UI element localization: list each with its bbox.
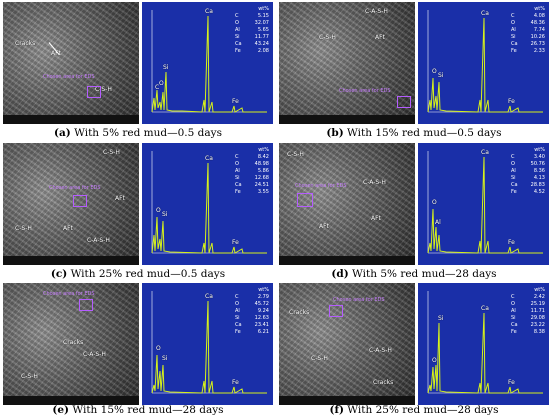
- sem-label: AFt: [63, 225, 73, 232]
- caption-c: (c) With 25% red mud—0.5 days: [50, 268, 226, 280]
- selection-label: Chosen area for EDS: [333, 297, 385, 303]
- peak-label: Fe: [232, 239, 239, 246]
- sem-label: C-S-H: [319, 34, 336, 41]
- peak-label: O: [432, 357, 437, 364]
- peak-label: Ca: [205, 8, 213, 15]
- sem-label: AFt: [319, 223, 329, 230]
- peak-label: Ca: [481, 10, 489, 17]
- caption-f: (f) With 25% red mud—28 days: [329, 404, 499, 416]
- panel-d: C-S-H C-A-S-H AFt AFt Chosen area for ED…: [279, 143, 549, 265]
- caption-e: (e) With 15% red mud—28 days: [52, 404, 224, 416]
- sem-label: C-A-S-H: [363, 179, 386, 186]
- peak-label: Si: [438, 72, 444, 79]
- spectrum-plot: [427, 151, 543, 254]
- sem-image: C-S-H C-A-S-H AFt AFt Chosen area for ED…: [279, 143, 415, 265]
- panel-c: C-S-H AFt C-S-H AFt C-A-S-H Chosen area …: [3, 143, 273, 265]
- peak-label: Si: [163, 64, 169, 71]
- sem-label: AFt: [51, 50, 61, 57]
- peak-label: O: [156, 345, 161, 352]
- panel-a: Cracks AFt C-S-H Chosen area for EDS C O…: [3, 2, 273, 124]
- eds-selection-box: [87, 86, 101, 98]
- sem-label: C-S-H: [21, 373, 38, 380]
- sem-label: C-S-H: [95, 86, 112, 93]
- peak-label: Fe: [232, 98, 239, 105]
- eds-selection-box: [79, 299, 93, 311]
- sem-label: C-A-S-H: [369, 347, 392, 354]
- selection-label: Chosen area for EDS: [43, 291, 95, 297]
- peak-label: Si: [162, 355, 168, 362]
- peak-label: Fe: [508, 239, 515, 246]
- peak-label: Fe: [508, 379, 515, 386]
- spectrum-plot: [151, 151, 267, 254]
- sem-label: Cracks: [63, 339, 84, 346]
- sem-label: Cracks: [289, 309, 310, 316]
- peak-label: Ca: [481, 149, 489, 156]
- sem-label: AFt: [115, 195, 125, 202]
- sem-label: C-A-S-H: [365, 8, 388, 15]
- selection-label: Chosen area for EDS: [49, 185, 101, 191]
- composition-table: wt% C 8.42 O 48.98 Al 5.86 Si 12.68 Ca 24.51 …: [235, 147, 269, 195]
- sem-label: C-S-H: [15, 225, 32, 232]
- peak-label: O: [159, 80, 164, 87]
- sem-label: AFt: [375, 34, 385, 41]
- sem-image: Cracks C-S-H C-A-S-H Cracks Chosen area …: [279, 283, 415, 405]
- spectrum-plot: [151, 10, 267, 113]
- composition-table: wt% C 3.40 O 50.76 Al 8.36 Si 4.13 Ca 28.83 F…: [511, 147, 545, 195]
- sem-label: Cracks: [373, 379, 394, 386]
- peak-label: Fe: [232, 379, 239, 386]
- eds-spectrum: O Si Ca Fe wt% C 4.08 O 48.36 Al 7.74 Si 10.…: [418, 2, 549, 124]
- spectrum-plot: [427, 291, 543, 394]
- panel-b: C-A-S-H C-S-H AFt Chosen area for EDS O …: [279, 2, 549, 124]
- sem-label: C-S-H: [287, 151, 304, 158]
- spectrum-plot: [427, 10, 543, 113]
- composition-table: wt% C 2.42 O 25.19 Al 11.71 Si 29.08 Ca 23.22…: [511, 287, 545, 335]
- eds-selection-box: [329, 305, 343, 317]
- peak-label: Si: [438, 315, 444, 322]
- panel-e: Cracks C-A-S-H C-S-H Chosen area for EDS…: [3, 283, 273, 405]
- peak-label: Ca: [205, 155, 213, 162]
- eds-selection-box: [73, 195, 87, 207]
- eds-selection-box: [297, 193, 313, 207]
- peak-label: Fe: [508, 98, 515, 105]
- composition-table: wt% C 4.08 O 48.36 Al 7.74 Si 10.26 Ca 26.73 …: [511, 6, 545, 54]
- panel-f: Cracks C-S-H C-A-S-H Cracks Chosen area …: [279, 283, 549, 405]
- eds-spectrum: C O Si Ca Fe wt% C 5.15 O 32.07 Al 5.65 Si 1…: [142, 2, 273, 124]
- selection-label: Chosen area for EDS: [295, 183, 347, 189]
- peak-label: Al: [435, 219, 441, 226]
- selection-label: Chosen area for EDS: [339, 88, 391, 94]
- sem-image: Cracks AFt C-S-H Chosen area for EDS: [3, 2, 139, 124]
- peak-label: O: [432, 199, 437, 206]
- sem-label: AFt: [371, 215, 381, 222]
- eds-spectrum: O Al Ca Fe wt% C 3.40 O 50.76 Al 8.36 Si 4.1…: [418, 143, 549, 265]
- peak-label: O: [156, 207, 161, 214]
- eds-selection-box: [397, 96, 411, 108]
- eds-spectrum: O Si Ca Fe wt% C 2.79 O 45.72 Al 9.24 Si 12.…: [142, 283, 273, 405]
- composition-table: wt% C 5.15 O 32.07 Al 5.65 Si 11.77 Ca 43.24 …: [235, 6, 269, 54]
- peak-label: Si: [162, 211, 168, 218]
- sem-label: C-A-S-H: [87, 237, 110, 244]
- peak-label: C: [155, 84, 160, 91]
- peak-label: O: [432, 68, 437, 75]
- sem-image: Cracks C-A-S-H C-S-H Chosen area for EDS: [3, 283, 139, 405]
- peak-label: Ca: [205, 293, 213, 300]
- sem-image: C-A-S-H C-S-H AFt Chosen area for EDS: [279, 2, 415, 124]
- composition-table: wt% C 2.79 O 45.72 Al 9.24 Si 12.63 Ca 23.41 …: [235, 287, 269, 335]
- eds-spectrum: O Si Ca Fe wt% C 2.42 O 25.19 Al 11.71 Si 29…: [418, 283, 549, 405]
- sem-image: C-S-H AFt C-S-H AFt C-A-S-H Chosen area …: [3, 143, 139, 265]
- caption-b: (b) With 15% red mud—0.5 days: [326, 127, 502, 139]
- peak-label: Ca: [481, 305, 489, 312]
- sem-label: C-S-H: [311, 355, 328, 362]
- sem-label: Cracks: [15, 40, 36, 47]
- sem-label: C-S-H: [103, 149, 120, 156]
- eds-spectrum: O Si Ca Fe wt% C 8.42 O 48.98 Al 5.86 Si 12.…: [142, 143, 273, 265]
- caption-a: (a) With 5% red mud—0.5 days: [54, 127, 222, 139]
- spectrum-plot: [151, 291, 267, 394]
- selection-label: Chosen area for EDS: [43, 74, 95, 80]
- caption-d: (d) With 5% red mud—28 days: [331, 268, 497, 280]
- sem-label: C-A-S-H: [83, 351, 106, 358]
